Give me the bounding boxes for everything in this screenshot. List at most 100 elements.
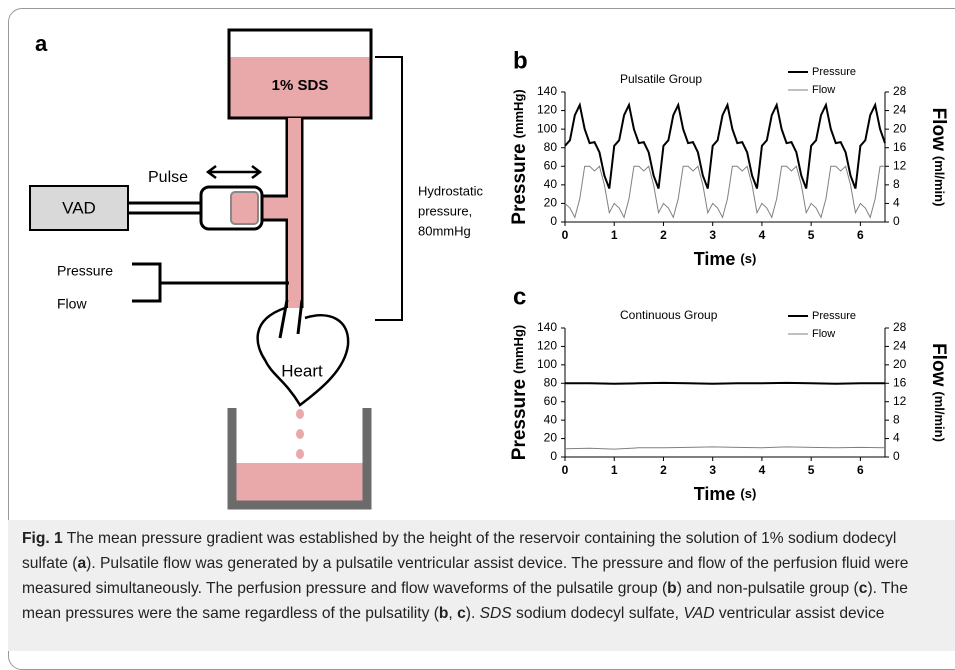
y-tick-label: 40 xyxy=(544,412,558,426)
hydrostatic-label: pressure, xyxy=(418,203,472,218)
x-axis-label: Time (s) xyxy=(694,484,757,504)
y2-axis-label: Flow (ml/min) xyxy=(928,343,949,442)
y2-tick-label: 4 xyxy=(893,196,900,210)
series-line xyxy=(564,446,886,450)
y2-tick-label: 16 xyxy=(893,140,907,154)
chart-title: Continuous Group xyxy=(620,308,718,322)
page: {"diagram":{"panel":"a","reservoir":"1% … xyxy=(8,8,955,670)
y2-axis-unit: (ml/min) xyxy=(932,156,947,207)
caption-run: b xyxy=(667,580,677,597)
y2-tick-label: 24 xyxy=(893,103,907,117)
y2-axis-unit: (ml/min) xyxy=(932,391,947,442)
y2-tick-label: 12 xyxy=(893,158,907,172)
y-tick-label: 0 xyxy=(550,449,557,463)
caption-run: b xyxy=(438,605,449,622)
panel-label: c xyxy=(513,283,526,310)
x-tick-label: 0 xyxy=(562,228,569,242)
x-tick-label: 2 xyxy=(660,463,667,477)
series-line xyxy=(564,165,885,219)
hydrostatic-label: 80mmHg xyxy=(418,223,471,238)
y-axis-title: Pressure xyxy=(509,379,530,460)
x-tick-label: 5 xyxy=(808,228,815,242)
y2-tick-label: 20 xyxy=(893,121,907,135)
y2-tick-label: 16 xyxy=(893,375,907,389)
x-tick-label: 4 xyxy=(759,228,766,242)
caption-run: VAD xyxy=(683,605,715,622)
x-tick-label: 2 xyxy=(660,228,667,242)
caption-run: ). Pulsatile flow was generated by a pul… xyxy=(22,555,909,597)
y2-tick-label: 0 xyxy=(893,214,900,228)
y-axis-label: Pressure (mmHg) xyxy=(509,325,530,460)
y-tick-label: 140 xyxy=(537,84,557,98)
y-tick-label: 40 xyxy=(544,177,558,191)
diagram-labels: a 1% SDS VAD Pulse Pressure Flow Heart H… xyxy=(35,31,484,381)
x-tick-label: 3 xyxy=(709,228,716,242)
y-tick-label: 100 xyxy=(537,357,557,371)
y-tick-label: 20 xyxy=(544,196,558,210)
y2-tick-label: 20 xyxy=(893,357,907,371)
y-axis-unit: (mmHg) xyxy=(511,89,526,138)
figure: a 1% SDS VAD Pulse Pressure Flow Heart H… xyxy=(29,28,949,510)
x-axis-unit: (s) xyxy=(740,486,756,501)
pressure-label: Pressure xyxy=(57,263,113,279)
caption-run: a xyxy=(77,555,87,572)
series-line xyxy=(564,101,886,189)
x-tick-label: 6 xyxy=(857,463,864,477)
caption: Fig. 1 The mean pressure gradient was es… xyxy=(22,526,941,626)
y2-tick-label: 12 xyxy=(893,394,907,408)
legend-label: Pressure xyxy=(812,310,856,322)
x-tick-label: 5 xyxy=(808,463,815,477)
y-tick-label: 80 xyxy=(544,140,558,154)
chart-title: Pulsatile Group xyxy=(620,72,702,86)
caption-run: , xyxy=(448,605,458,622)
hydrostatic-label: Hydrostatic xyxy=(418,183,484,198)
legend-label: Pressure xyxy=(812,66,856,78)
y-tick-label: 100 xyxy=(537,121,557,135)
x-axis-title: Time xyxy=(694,249,736,269)
y-axis-title: Pressure xyxy=(509,143,530,224)
x-tick-label: 6 xyxy=(857,228,864,242)
axis xyxy=(564,328,886,458)
axis xyxy=(564,92,886,223)
vad-label: VAD xyxy=(62,198,96,217)
caption-run: The mean pressure gradient was establish… xyxy=(22,530,897,572)
caption-run: sodium dodecyl sulfate, xyxy=(511,605,684,622)
legend-label: Flow xyxy=(812,84,835,96)
panel-label: a xyxy=(35,31,48,56)
caption-run: SDS xyxy=(479,605,512,622)
diagram xyxy=(29,28,403,510)
reservoir-label: 1% SDS xyxy=(272,77,329,94)
y2-tick-label: 28 xyxy=(893,320,907,334)
x-tick-label: 0 xyxy=(562,463,569,477)
x-tick-label: 1 xyxy=(611,463,618,477)
y2-tick-label: 4 xyxy=(893,431,900,445)
y2-tick-label: 28 xyxy=(893,84,907,98)
x-axis-title: Time xyxy=(694,484,736,504)
caption-run: Fig. 1 xyxy=(22,530,63,547)
caption-run: ). The mean pressures were the same rega… xyxy=(22,580,908,622)
y-tick-label: 80 xyxy=(544,375,558,389)
x-axis-label: Time (s) xyxy=(694,249,757,269)
caption-box: Fig. 1 The mean pressure gradient was es… xyxy=(8,520,955,651)
series-line xyxy=(565,381,885,385)
caption-run: ). xyxy=(465,605,480,622)
flow-label: Flow xyxy=(57,296,87,312)
y2-tick-label: 8 xyxy=(893,177,900,191)
y-axis-unit: (mmHg) xyxy=(511,325,526,374)
y2-axis-title: Flow xyxy=(928,108,949,151)
y2-tick-label: 0 xyxy=(893,449,900,463)
panel-label: b xyxy=(513,47,528,74)
y-tick-label: 0 xyxy=(550,214,557,228)
heart-label: Heart xyxy=(281,361,323,380)
caption-run: c xyxy=(858,580,868,597)
x-tick-label: 4 xyxy=(759,463,766,477)
y2-axis-label: Flow (ml/min) xyxy=(928,108,949,207)
y-tick-label: 60 xyxy=(544,158,558,172)
caption-run: ) and non-pulsatile group ( xyxy=(676,580,859,597)
y2-tick-label: 24 xyxy=(893,339,907,353)
y2-axis-title: Flow xyxy=(928,343,949,386)
caption-run: c xyxy=(457,605,466,622)
y-tick-label: 20 xyxy=(544,431,558,445)
legend-label: Flow xyxy=(812,328,835,340)
y-tick-label: 120 xyxy=(537,103,557,117)
